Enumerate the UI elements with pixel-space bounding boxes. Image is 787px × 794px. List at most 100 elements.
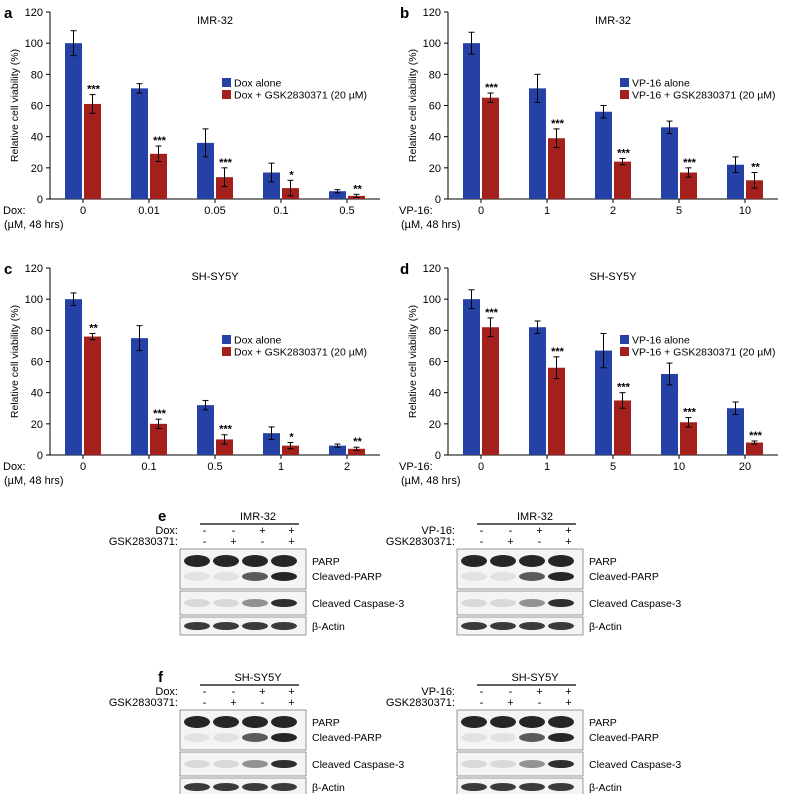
inhibitor-label: GSK2830371: bbox=[109, 536, 178, 548]
blot-cell-line: IMR-32 bbox=[517, 511, 553, 523]
y-tick-label: 100 bbox=[423, 38, 441, 50]
chart-title: SH-SY5Y bbox=[191, 271, 239, 283]
legend-label: VP-16 + GSK2830371 (20 µM) bbox=[632, 90, 776, 102]
inhibitor-lane-sign: - bbox=[480, 697, 484, 709]
blot-band bbox=[461, 572, 487, 581]
inhibitor-lane-sign: + bbox=[288, 536, 294, 548]
blot-band bbox=[548, 572, 574, 581]
legend-swatch-red bbox=[620, 90, 629, 99]
x-axis-drug-label: VP-16: bbox=[399, 205, 433, 217]
blot-band bbox=[213, 760, 239, 768]
chart-title: IMR-32 bbox=[197, 15, 233, 27]
legend-label: VP-16 alone bbox=[632, 335, 690, 347]
chart-title: SH-SY5Y bbox=[589, 271, 637, 283]
bar-blue-2 bbox=[595, 350, 612, 455]
blot-band bbox=[519, 622, 545, 630]
bar-red-4 bbox=[746, 180, 763, 199]
x-axis-drug-label: Dox: bbox=[3, 461, 26, 473]
blot-band bbox=[271, 716, 297, 728]
bar-blue-3 bbox=[661, 373, 678, 455]
x-tick-label: 1 bbox=[544, 205, 550, 217]
blot-band bbox=[184, 716, 210, 728]
significance-label: *** bbox=[153, 135, 167, 147]
y-axis-label: Relative cell viability (%) bbox=[407, 305, 419, 418]
blot-band bbox=[519, 760, 545, 768]
band-label-actin: β-Actin bbox=[312, 782, 345, 794]
y-tick-label: 40 bbox=[429, 388, 441, 400]
blot-band bbox=[461, 760, 487, 768]
legend-swatch-blue bbox=[620, 78, 629, 87]
blot-band bbox=[519, 733, 545, 742]
x-tick-label: 0 bbox=[80, 461, 86, 473]
drug-lane-sign: - bbox=[480, 686, 484, 698]
blot-band bbox=[271, 760, 297, 768]
bar-red-4 bbox=[348, 448, 365, 455]
x-tick-label: 5 bbox=[610, 461, 616, 473]
bar-blue-2 bbox=[197, 405, 214, 455]
band-label-parp: PARP bbox=[312, 717, 340, 729]
y-tick-label: 0 bbox=[37, 194, 43, 206]
blot-cell-line: SH-SY5Y bbox=[234, 672, 282, 684]
blot-band bbox=[242, 783, 268, 791]
panel-letter: f bbox=[158, 669, 164, 686]
x-axis-unit-label: (µM, 48 hrs) bbox=[401, 475, 461, 487]
bar-blue-3 bbox=[263, 172, 280, 199]
blot-band bbox=[271, 572, 297, 581]
blot-band bbox=[548, 733, 574, 742]
blot-band bbox=[184, 555, 210, 567]
x-tick-label: 0 bbox=[80, 205, 86, 217]
significance-label: *** bbox=[87, 84, 101, 96]
blot-band bbox=[490, 760, 516, 768]
bar-blue-4 bbox=[329, 445, 346, 455]
bar-blue-0 bbox=[463, 299, 480, 455]
y-tick-label: 120 bbox=[423, 7, 441, 19]
band-label-cleaved-parp: Cleaved-PARP bbox=[312, 732, 382, 744]
drug-lane-sign: + bbox=[288, 686, 294, 698]
blot-membrane bbox=[456, 548, 584, 590]
y-tick-label: 0 bbox=[37, 450, 43, 462]
bar-red-2 bbox=[216, 439, 233, 455]
inhibitor-lane-sign: + bbox=[565, 536, 571, 548]
drug-lane-sign: + bbox=[288, 525, 294, 537]
x-tick-label: 20 bbox=[739, 461, 751, 473]
legend-label: VP-16 + GSK2830371 (20 µM) bbox=[632, 347, 776, 359]
blot-band bbox=[490, 555, 516, 567]
y-tick-label: 40 bbox=[429, 132, 441, 144]
band-label-cleaved-parp: Cleaved-PARP bbox=[312, 571, 382, 583]
significance-label: *** bbox=[683, 407, 697, 419]
y-tick-label: 100 bbox=[25, 294, 43, 306]
blot-band bbox=[242, 622, 268, 630]
blot-band bbox=[242, 572, 268, 581]
blot-band bbox=[519, 555, 545, 567]
significance-label: *** bbox=[153, 408, 167, 420]
blot-band bbox=[461, 599, 487, 607]
blot-band bbox=[213, 783, 239, 791]
y-tick-label: 100 bbox=[423, 294, 441, 306]
panel-letter: d bbox=[400, 261, 409, 278]
x-tick-label: 0.05 bbox=[204, 205, 225, 217]
y-tick-label: 120 bbox=[25, 263, 43, 275]
x-tick-label: 0 bbox=[478, 205, 484, 217]
blot-band bbox=[213, 599, 239, 607]
blot-band bbox=[519, 572, 545, 581]
legend-label: VP-16 alone bbox=[632, 78, 690, 90]
y-tick-label: 60 bbox=[429, 101, 441, 113]
x-tick-label: 1 bbox=[278, 461, 284, 473]
inhibitor-lane-sign: + bbox=[507, 697, 513, 709]
legend-swatch-red bbox=[222, 90, 231, 99]
bar-blue-1 bbox=[131, 88, 148, 199]
bar-blue-4 bbox=[329, 191, 346, 199]
blot-band bbox=[461, 622, 487, 630]
band-label-cleaved-caspase3: Cleaved Caspase-3 bbox=[589, 598, 681, 610]
y-tick-label: 60 bbox=[31, 101, 43, 113]
significance-label: *** bbox=[485, 82, 499, 94]
chart-panel-a: a IMR-32 0 20 40 60 80 100 120 Relative cell viab… bbox=[3, 5, 380, 231]
bar-blue-0 bbox=[65, 299, 82, 455]
y-tick-label: 120 bbox=[423, 263, 441, 275]
x-axis-unit-label: (µM, 48 hrs) bbox=[401, 219, 461, 231]
y-axis-label: Relative cell viability (%) bbox=[9, 49, 21, 162]
band-label-actin: β-Actin bbox=[312, 621, 345, 633]
blot-band bbox=[461, 733, 487, 742]
